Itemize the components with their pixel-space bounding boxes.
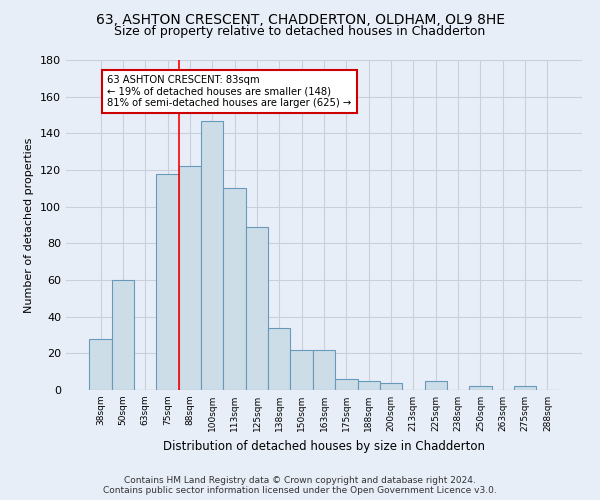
Bar [112,280,134,390]
Bar [425,381,447,390]
Y-axis label: Number of detached properties: Number of detached properties [25,138,34,312]
Bar [179,166,201,390]
Bar [223,188,246,390]
Bar [358,381,380,390]
Bar [335,379,358,390]
Text: Size of property relative to detached houses in Chadderton: Size of property relative to detached ho… [115,25,485,38]
Bar [313,350,335,390]
Bar [89,338,112,390]
Bar [246,227,268,390]
Bar [469,386,491,390]
Text: 63 ASHTON CRESCENT: 83sqm
← 19% of detached houses are smaller (148)
81% of semi: 63 ASHTON CRESCENT: 83sqm ← 19% of detac… [107,74,352,108]
Bar [201,120,223,390]
Bar [290,350,313,390]
Bar [380,382,402,390]
Text: Contains HM Land Registry data © Crown copyright and database right 2024.
Contai: Contains HM Land Registry data © Crown c… [103,476,497,495]
X-axis label: Distribution of detached houses by size in Chadderton: Distribution of detached houses by size … [163,440,485,452]
Bar [157,174,179,390]
Bar [514,386,536,390]
Text: 63, ASHTON CRESCENT, CHADDERTON, OLDHAM, OL9 8HE: 63, ASHTON CRESCENT, CHADDERTON, OLDHAM,… [95,12,505,26]
Bar [268,328,290,390]
